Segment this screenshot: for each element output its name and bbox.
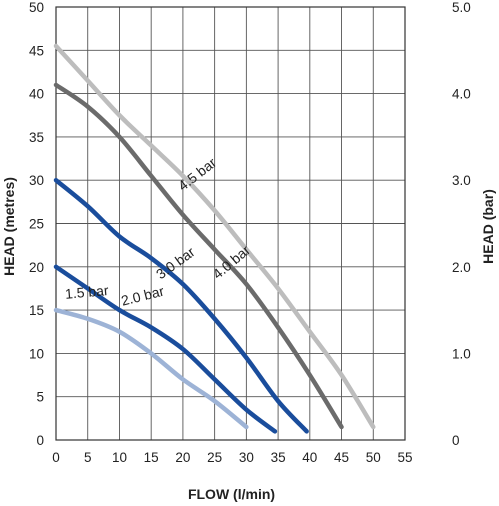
y-tick-label: 25 xyxy=(29,217,44,232)
y-tick-label: 10 xyxy=(29,346,44,361)
curve-3-0-bar xyxy=(53,177,309,434)
y2-tick-label: 4.0 xyxy=(452,87,471,102)
x-tick-label: 10 xyxy=(112,450,127,465)
x-tick-label: 20 xyxy=(175,450,190,465)
x-tick-label: 55 xyxy=(397,450,412,465)
y2-tick-label: 3.0 xyxy=(452,173,471,188)
x-tick-label: 30 xyxy=(239,450,254,465)
x-tick-label: 25 xyxy=(207,450,222,465)
y-tick-label: 35 xyxy=(29,130,44,145)
x-tick-label: 5 xyxy=(84,450,92,465)
curves xyxy=(53,43,376,434)
curve-label: 1.5 bar xyxy=(64,282,109,302)
curve-1-5-bar xyxy=(53,307,249,430)
x-tick-label: 40 xyxy=(302,450,317,465)
y-tick-label: 50 xyxy=(29,0,44,15)
y-tick-label: 20 xyxy=(29,260,44,275)
y2-tick-label: 1.0 xyxy=(452,346,471,361)
x-axis-title: FLOW (l/min) xyxy=(188,486,275,502)
y2-tick-label: 2.0 xyxy=(452,260,471,275)
y2-tick-labels: 0 1.0 2.0 3.0 4.0 5.0 xyxy=(452,0,471,448)
y-tick-label: 45 xyxy=(29,43,44,58)
y2-tick-label: 5.0 xyxy=(452,0,471,15)
y-tick-label: 0 xyxy=(36,433,44,448)
y-tick-label: 5 xyxy=(36,390,44,405)
x-tick-label: 35 xyxy=(271,450,286,465)
curve-4-0-bar xyxy=(53,82,344,430)
x-tick-label: 15 xyxy=(144,450,159,465)
y-tick-label: 30 xyxy=(29,173,44,188)
plot-frame xyxy=(55,6,406,441)
curve-2-0-bar xyxy=(53,264,278,434)
x-tick-label: 50 xyxy=(366,450,381,465)
x-tick-labels: 0 5 10 15 20 25 30 35 40 45 50 55 xyxy=(52,450,412,465)
x-tick-label: 45 xyxy=(334,450,349,465)
curve-4-5-bar xyxy=(53,43,376,430)
curve-label: 2.0 bar xyxy=(119,283,165,309)
y-axis-title: HEAD (metres) xyxy=(1,177,17,276)
y-tick-labels: 0 5 10 15 20 25 30 35 40 45 50 xyxy=(29,0,44,448)
y2-axis-title: HEAD (bar) xyxy=(480,189,496,264)
x-tick-label: 0 xyxy=(52,450,60,465)
y-tick-label: 40 xyxy=(29,87,44,102)
y-tick-label: 15 xyxy=(29,303,44,318)
y2-tick-label: 0 xyxy=(452,433,460,448)
